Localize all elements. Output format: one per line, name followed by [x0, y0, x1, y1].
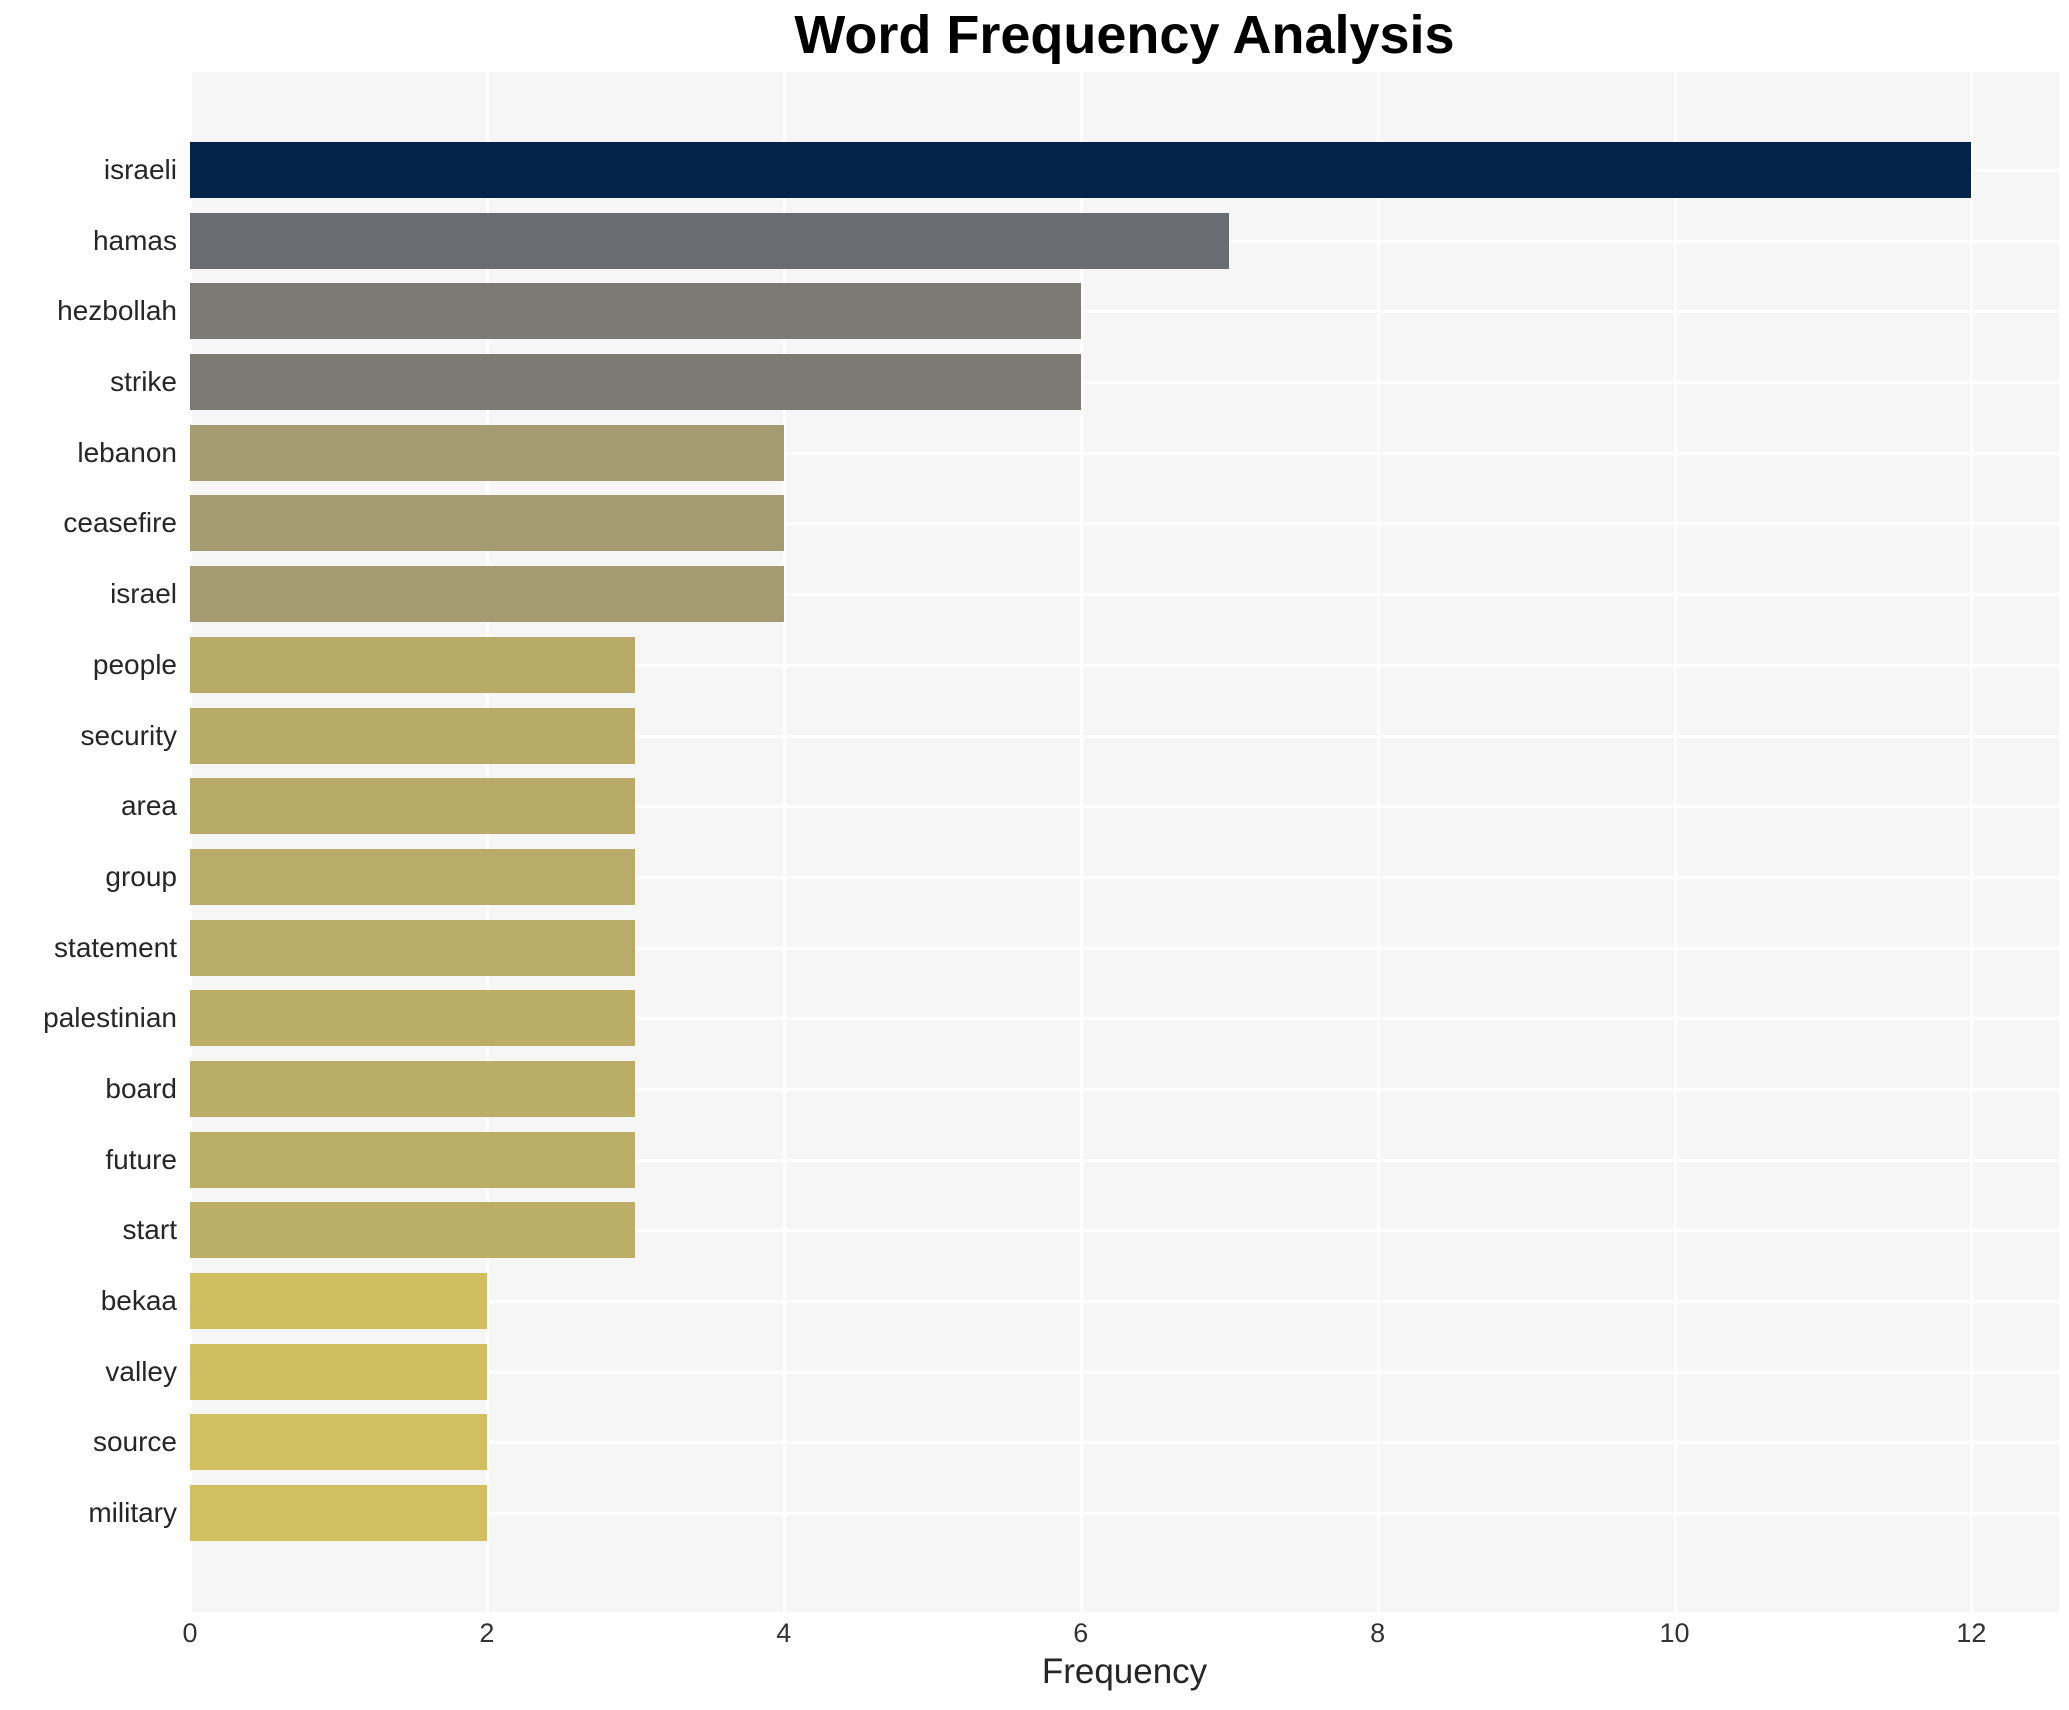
h-gridline-ceasefire: [190, 522, 2059, 526]
h-gridline-lebanon: [190, 451, 2059, 455]
h-gridline-group: [190, 875, 2059, 879]
v-gridline-0: [189, 72, 192, 1612]
h-gridline-statement: [190, 946, 2059, 950]
bar-valley: [190, 1343, 487, 1400]
bar-strike: [190, 354, 1081, 411]
y-tick-label-people: people: [92, 648, 177, 680]
v-gridline-8: [1376, 72, 1380, 1612]
y-tick-label-area: area: [120, 790, 177, 822]
y-tick-label-military: military: [88, 1497, 177, 1529]
y-tick-label-strike: strike: [110, 366, 177, 398]
y-tick-label-future: future: [105, 1143, 177, 1175]
bar-israel: [190, 566, 784, 623]
y-tick-label-board: board: [105, 1072, 177, 1104]
x-tick-label-4: 4: [776, 1618, 792, 1648]
x-axis-label: Frequency: [1041, 1652, 1208, 1691]
bar-hamas: [190, 212, 1230, 269]
bar-palestinian: [190, 990, 636, 1047]
bar-ceasefire: [190, 495, 784, 552]
y-tick-label-security: security: [80, 719, 177, 751]
h-gridline-area: [190, 805, 2059, 809]
y-tick-label-group: group: [105, 860, 177, 892]
y-tick-label-start: start: [122, 1214, 177, 1246]
y-tick-label-israel: israel: [110, 578, 177, 610]
v-gridline-4: [782, 72, 786, 1612]
bar-lebanon: [190, 424, 784, 481]
bar-area: [190, 778, 636, 835]
chart-title: Word Frequency Analysis: [794, 5, 1455, 65]
y-tick-label-ceasefire: ceasefire: [63, 507, 177, 539]
h-gridline-bekaa: [190, 1300, 2059, 1304]
y-tick-label-israeli: israeli: [103, 154, 177, 185]
y-tick-label-hamas: hamas: [92, 224, 177, 256]
bar-source: [190, 1414, 487, 1471]
bar-security: [190, 707, 636, 764]
h-gridline-start: [190, 1229, 2059, 1233]
v-gridline-10: [1673, 72, 1677, 1612]
h-gridline-palestinian: [190, 1017, 2059, 1021]
bar-statement: [190, 919, 636, 976]
bar-israeli: [190, 142, 1972, 198]
bar-hezbollah: [190, 283, 1081, 340]
v-gridline-2: [485, 72, 489, 1612]
bar-future: [190, 1131, 636, 1188]
h-gridline-people: [190, 663, 2059, 667]
bar-group: [190, 848, 636, 905]
y-tick-label-valley: valley: [105, 1355, 177, 1387]
x-tick-label-8: 8: [1370, 1618, 1386, 1648]
y-tick-label-statement: statement: [54, 931, 177, 963]
y-tick-label-lebanon: lebanon: [77, 436, 177, 468]
v-gridline-6: [1079, 72, 1083, 1612]
h-gridline-security: [190, 734, 2059, 738]
bar-board: [190, 1060, 636, 1117]
h-gridline-future: [190, 1158, 2059, 1162]
x-tick-label-0: 0: [182, 1618, 198, 1648]
h-gridline-valley: [190, 1370, 2059, 1374]
y-tick-label-bekaa: bekaa: [100, 1285, 177, 1317]
h-gridline-hezbollah: [190, 310, 2059, 314]
h-gridline-israel: [190, 593, 2059, 597]
x-tick-label-2: 2: [479, 1618, 495, 1648]
bar-military: [190, 1485, 487, 1542]
y-tick-label-hezbollah: hezbollah: [57, 295, 177, 327]
bar-bekaa: [190, 1273, 487, 1330]
h-gridline-strike: [190, 381, 2059, 385]
bar-people: [190, 636, 636, 693]
h-gridline-board: [190, 1087, 2059, 1091]
y-tick-label-source: source: [92, 1426, 177, 1458]
v-gridline-12: [1970, 72, 1974, 1612]
x-tick-label-10: 10: [1659, 1618, 1690, 1648]
x-tick-label-12: 12: [1956, 1618, 1987, 1648]
plot-area: [189, 72, 2059, 1612]
x-tick-label-6: 6: [1073, 1618, 1089, 1648]
y-tick-label-palestinian: palestinian: [43, 1002, 177, 1034]
bar-start: [190, 1202, 636, 1259]
h-gridline-source: [190, 1441, 2059, 1445]
h-gridline-military: [190, 1512, 2059, 1516]
